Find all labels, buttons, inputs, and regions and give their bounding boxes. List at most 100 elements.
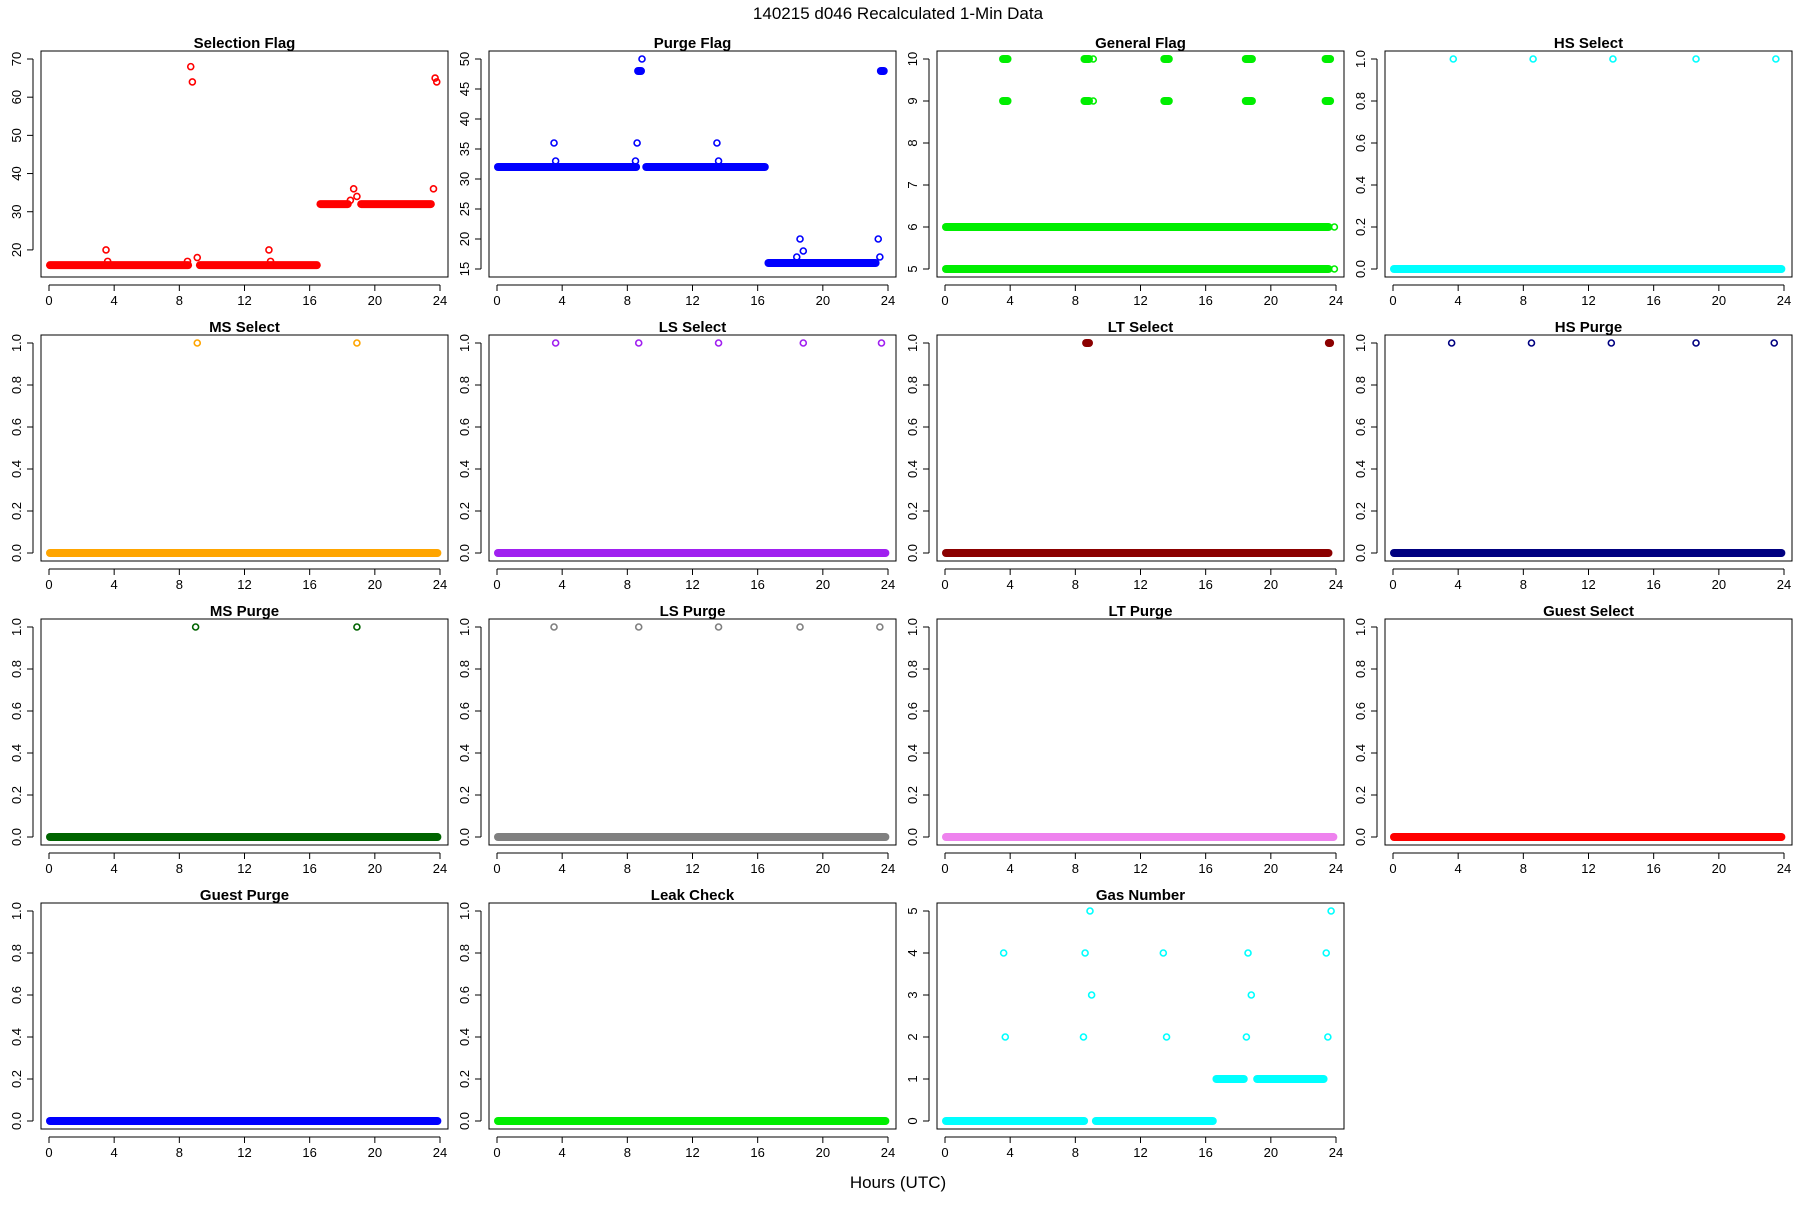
y-tick-label: 2: [905, 1033, 920, 1040]
y-tick-label: 0.2: [1353, 786, 1368, 804]
x-tick-label: 4: [1455, 577, 1462, 592]
y-tick-label: 0.2: [9, 1070, 24, 1088]
x-tick-label: 0: [941, 577, 948, 592]
x-tick-label: 16: [750, 577, 764, 592]
x-tick-label: 20: [1264, 1145, 1278, 1160]
x-tick-label: 16: [302, 1145, 316, 1160]
plot-frame-ms-purge: [40, 618, 449, 846]
plot-frame-guest-select: [1384, 618, 1793, 846]
y-tick-label: 0.4: [9, 1028, 24, 1046]
x-tick-label: 24: [433, 861, 447, 876]
x-tick-label: 0: [1389, 577, 1396, 592]
data-run: [1160, 97, 1173, 105]
y-tick-label: 0.0: [905, 828, 920, 846]
data-point: [353, 339, 361, 347]
data-point: [1089, 97, 1098, 105]
x-tick-label: 8: [1072, 861, 1079, 876]
data-run: [942, 265, 1333, 273]
data-point: [714, 623, 723, 631]
data-run: [46, 833, 442, 841]
plot-frame-leak-check: [488, 902, 897, 1130]
data-point: [1324, 1033, 1332, 1041]
x-tick-label: 16: [750, 1145, 764, 1160]
x-tick-label: 12: [685, 577, 699, 592]
x-tick-label: 12: [237, 1145, 251, 1160]
y-tick-label: 1.0: [9, 618, 24, 636]
y-tick-label: 0.6: [1353, 702, 1368, 720]
x-tick-label: 16: [1646, 861, 1660, 876]
data-run: [1321, 55, 1335, 63]
plot-title-selection-flag: Selection Flag: [194, 35, 296, 52]
x-tick-label: 16: [1198, 293, 1212, 308]
y-tick-label: 0.6: [905, 702, 920, 720]
y-tick-label: 0.2: [457, 1070, 472, 1088]
plot-frame-hs-select: [1384, 50, 1793, 278]
x-tick-label: 0: [941, 1145, 948, 1160]
x-tick-label: 24: [433, 293, 447, 308]
data-point: [346, 196, 355, 205]
data-run: [642, 163, 769, 171]
data-run: [1253, 1075, 1328, 1083]
subplot-ms-purge: MS Purge 0 4 8 12 16 20 24 0.0 0.2 0.4 0.6 0.8 1.0: [9, 603, 449, 876]
x-tick-label: 20: [1712, 861, 1726, 876]
x-tick-label: 0: [493, 293, 500, 308]
data-point: [193, 339, 202, 347]
y-tick-label: 7: [905, 181, 920, 188]
y-tick-label: 0.0: [1353, 544, 1368, 562]
subplot-ls-select: LS Select 0 4 8 12 16 20 24 0.0 0.2 0.4 0.6 0.8 1.0: [457, 319, 897, 592]
subplot-purge-flag: Purge Flag 0 4 8 12 16 20 24 15 20 25 30 35 40 45 50: [457, 35, 897, 308]
x-tick-label: 4: [1007, 1145, 1014, 1160]
y-tick-label: 4: [905, 949, 920, 956]
x-tick-label: 4: [111, 293, 118, 308]
y-tick-label: 1.0: [457, 618, 472, 636]
y-tick-label: 0.8: [457, 944, 472, 962]
data-run: [1390, 265, 1786, 273]
data-point: [1327, 907, 1335, 915]
plot-frame-gas-number: [936, 902, 1345, 1130]
y-tick-label: 40: [9, 166, 24, 180]
plot-title-purge-flag: Purge Flag: [654, 35, 732, 52]
y-tick-label: 0.6: [457, 702, 472, 720]
plot-frame-ls-purge: [488, 618, 897, 846]
data-run: [942, 833, 1338, 841]
y-tick-label: 0.2: [457, 502, 472, 520]
data-point: [1081, 949, 1089, 957]
x-tick-label: 24: [881, 1145, 895, 1160]
x-tick-label: 20: [816, 577, 830, 592]
x-tick-label: 8: [1072, 577, 1079, 592]
plot-frame-lt-purge: [936, 618, 1345, 846]
y-tick-label: 1.0: [457, 902, 472, 920]
data-point: [193, 253, 202, 262]
subplot-hs-purge: HS Purge 0 4 8 12 16 20 24 0.0 0.2 0.4 0.6 0.8 1.0: [1353, 319, 1793, 592]
y-tick-label: 0.0: [457, 828, 472, 846]
data-point: [1087, 991, 1096, 999]
y-tick-label: 0.4: [905, 744, 920, 762]
x-tick-label: 4: [111, 577, 118, 592]
subplot-guest-select: Guest Select 0 4 8 12 16 20 24 0.0 0.2 0.4 0.6 0.8 1.…: [1353, 603, 1793, 876]
y-tick-label: 1.0: [1353, 334, 1368, 352]
plot-frame-hs-purge: [1384, 334, 1793, 562]
y-tick-label: 30: [9, 204, 24, 218]
y-tick-label: 6: [905, 223, 920, 230]
data-run: [876, 67, 888, 75]
data-point: [638, 55, 646, 63]
data-point: [265, 246, 273, 254]
y-tick-label: 0.0: [1353, 260, 1368, 278]
figure-x-label: Hours (UTC): [850, 1173, 946, 1192]
y-tick-label: 0.0: [905, 544, 920, 562]
data-run: [494, 1117, 890, 1125]
y-tick-label: 20: [9, 243, 24, 257]
y-tick-label: 0: [905, 1117, 920, 1124]
data-point: [1242, 1033, 1251, 1041]
data-point: [266, 257, 275, 266]
plot-frame-purge-flag: [488, 50, 897, 278]
y-tick-label: 0.0: [9, 1112, 24, 1130]
x-tick-label: 16: [1198, 861, 1212, 876]
y-tick-label: 0.4: [457, 460, 472, 478]
data-point: [550, 623, 558, 631]
x-tick-label: 24: [1777, 577, 1791, 592]
plot-frame-general-flag: [936, 50, 1345, 278]
y-tick-label: 0.2: [905, 502, 920, 520]
